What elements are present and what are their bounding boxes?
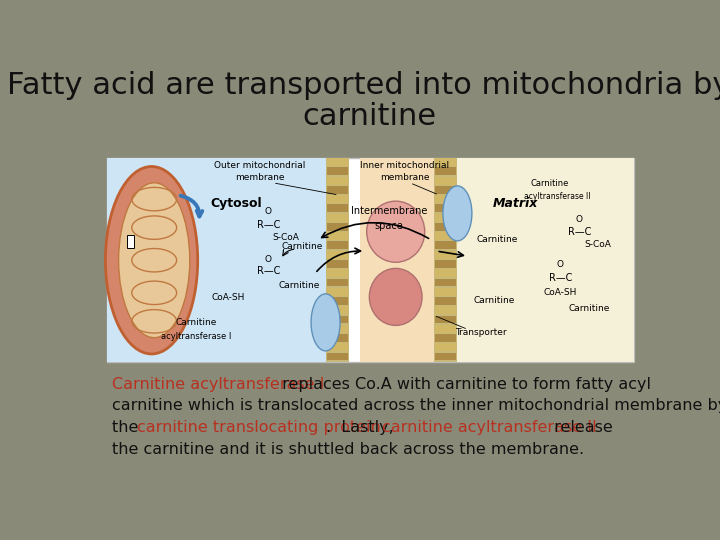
Text: O: O <box>557 260 564 269</box>
Bar <box>436 214 456 221</box>
Bar <box>436 251 456 259</box>
Ellipse shape <box>105 166 198 354</box>
Bar <box>436 279 456 286</box>
Bar <box>436 353 456 361</box>
Ellipse shape <box>311 294 340 351</box>
Bar <box>325 158 349 362</box>
Bar <box>436 306 456 314</box>
Bar <box>327 195 348 203</box>
Ellipse shape <box>366 201 425 262</box>
Bar <box>436 343 456 351</box>
Text: O: O <box>264 255 271 264</box>
Bar <box>327 251 348 259</box>
Bar <box>436 186 456 194</box>
Text: Inner mitochondrial: Inner mitochondrial <box>360 161 449 170</box>
Text: Intermembrane: Intermembrane <box>351 206 427 217</box>
Text: Carnitine: Carnitine <box>176 318 217 327</box>
Text: Fatty acid are transported into mitochondria by: Fatty acid are transported into mitochon… <box>7 71 720 100</box>
Bar <box>436 315 456 323</box>
Text: space: space <box>374 220 403 231</box>
Bar <box>436 167 456 176</box>
Bar <box>327 186 348 194</box>
Bar <box>327 353 348 361</box>
Bar <box>327 232 348 240</box>
Text: .  Lastly,: . Lastly, <box>325 420 398 435</box>
Bar <box>327 158 348 166</box>
Text: R—C: R—C <box>257 266 280 276</box>
Text: O: O <box>264 207 271 216</box>
Bar <box>436 205 456 212</box>
Text: O: O <box>575 215 582 224</box>
Bar <box>327 260 348 268</box>
Text: Transporter: Transporter <box>455 328 507 337</box>
Bar <box>457 158 634 362</box>
Text: acyltransferase II: acyltransferase II <box>524 192 591 200</box>
Text: membrane: membrane <box>380 173 429 182</box>
Text: carnitine which is translocated across the inner mitochondrial membrane by: carnitine which is translocated across t… <box>112 399 720 413</box>
Ellipse shape <box>443 186 472 241</box>
Bar <box>360 158 433 362</box>
Bar <box>327 279 348 286</box>
Text: carnitine translocating protein: carnitine translocating protein <box>137 420 380 435</box>
Bar <box>433 158 457 362</box>
Bar <box>436 177 456 185</box>
Text: Carnitine: Carnitine <box>531 179 569 188</box>
Bar <box>327 223 348 231</box>
Text: the carnitine and it is shuttled back across the membrane.: the carnitine and it is shuttled back ac… <box>112 442 585 456</box>
Text: release: release <box>549 420 612 435</box>
Ellipse shape <box>119 183 190 338</box>
Bar <box>436 269 456 277</box>
Bar <box>107 158 325 362</box>
Bar <box>327 343 348 351</box>
Bar <box>436 195 456 203</box>
Text: Carnitine: Carnitine <box>278 281 320 290</box>
Text: Cytosol: Cytosol <box>210 197 262 210</box>
Bar <box>327 306 348 314</box>
Bar <box>436 297 456 305</box>
Bar <box>327 241 348 249</box>
Bar <box>327 325 348 333</box>
Text: carnitine acyltransferase II: carnitine acyltransferase II <box>382 420 597 435</box>
Text: the: the <box>112 420 144 435</box>
Text: S-CoA: S-CoA <box>584 240 611 249</box>
Bar <box>327 334 348 342</box>
Bar <box>327 205 348 212</box>
Bar <box>127 235 134 248</box>
Bar <box>327 315 348 323</box>
Bar <box>436 158 456 166</box>
Text: CoA-SH: CoA-SH <box>212 293 245 302</box>
Bar <box>327 167 348 176</box>
Text: carnitine: carnitine <box>302 102 436 131</box>
Bar <box>436 232 456 240</box>
Bar <box>436 288 456 295</box>
Text: acyltransferase I: acyltransferase I <box>161 332 232 341</box>
Text: replaces Co.A with carnitine to form fatty acyl: replaces Co.A with carnitine to form fat… <box>277 377 651 392</box>
Bar <box>327 214 348 221</box>
Text: CoA-SH: CoA-SH <box>544 288 577 298</box>
Text: Carnitine: Carnitine <box>281 242 323 252</box>
Bar <box>436 241 456 249</box>
Bar <box>436 223 456 231</box>
Text: R—C: R—C <box>568 227 592 237</box>
Text: R—C: R—C <box>257 220 280 229</box>
Bar <box>327 297 348 305</box>
Text: membrane: membrane <box>235 173 284 182</box>
Ellipse shape <box>369 268 422 326</box>
Bar <box>436 260 456 268</box>
Text: Outer mitochondrial: Outer mitochondrial <box>214 161 305 170</box>
Text: Carnitine: Carnitine <box>568 303 610 313</box>
Text: S-CoA: S-CoA <box>273 233 300 242</box>
Text: Carnitine: Carnitine <box>476 235 518 245</box>
Text: R—C: R—C <box>549 273 572 282</box>
Bar <box>327 269 348 277</box>
Bar <box>327 288 348 295</box>
Bar <box>436 334 456 342</box>
Text: Carnitine: Carnitine <box>474 296 515 306</box>
Text: Carnitine acyltransferase I: Carnitine acyltransferase I <box>112 377 325 392</box>
Bar <box>327 177 348 185</box>
Bar <box>436 325 456 333</box>
Text: Matrix: Matrix <box>492 197 538 210</box>
Bar <box>107 158 634 362</box>
